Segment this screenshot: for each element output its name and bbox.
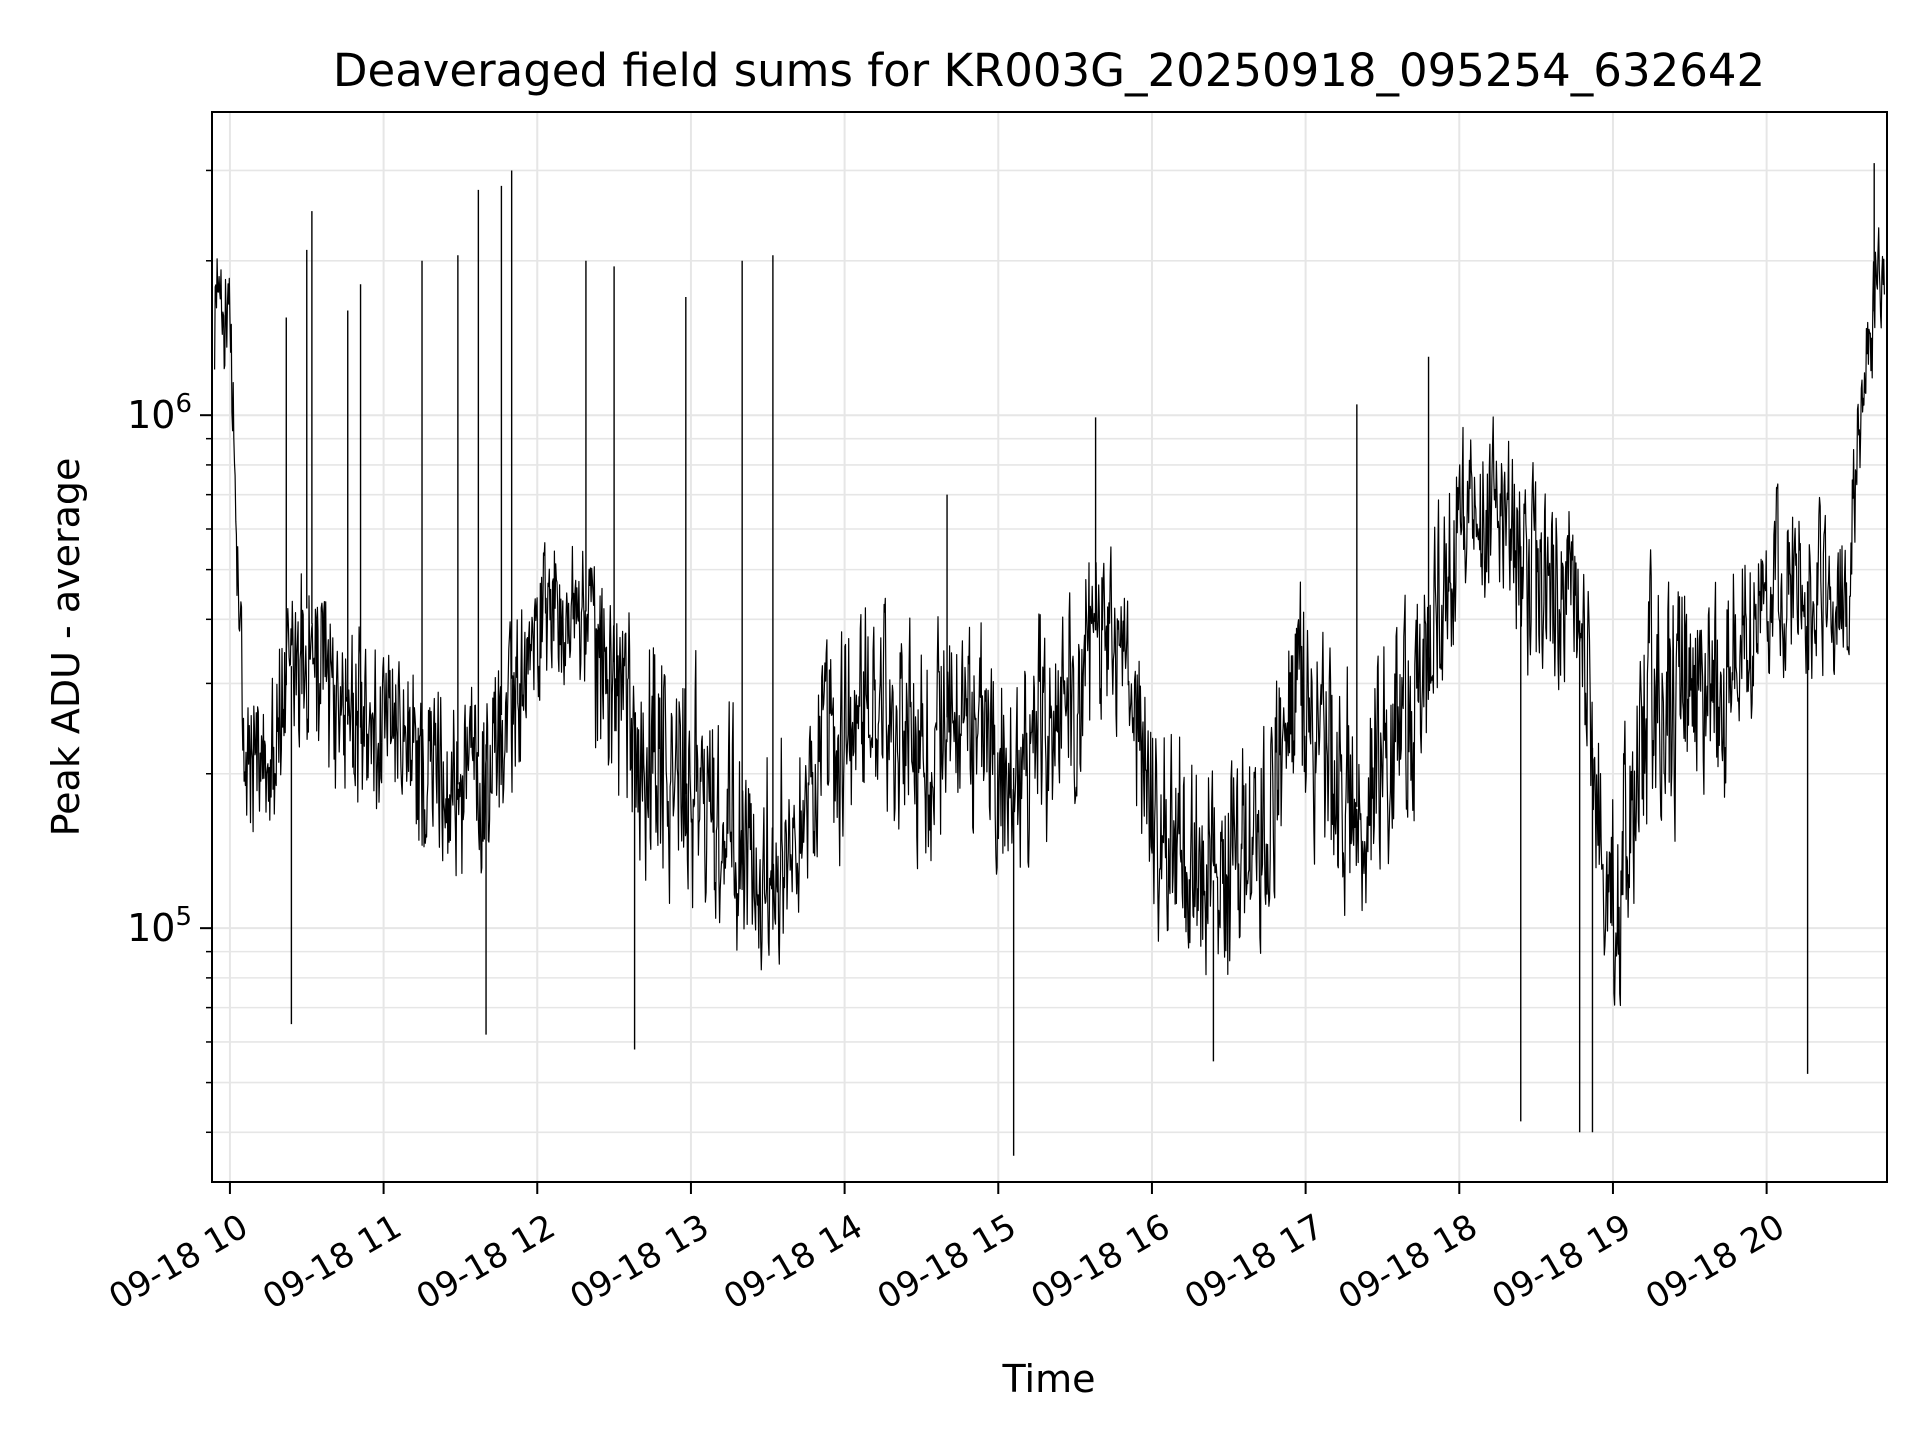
plot-frame xyxy=(211,111,1888,1183)
chart-title: Deaveraged field sums for KR003G_2025091… xyxy=(333,44,1765,97)
series-noise-path xyxy=(214,227,1885,1007)
grid-lines xyxy=(212,112,1887,1182)
x-axis-label: Time xyxy=(1002,1357,1096,1401)
y-tick-label: 106 xyxy=(127,389,192,437)
y-axis-label: Peak ADU - average xyxy=(44,458,88,837)
y-axis-ticks: 105 106 xyxy=(127,169,212,1134)
data-series-line xyxy=(214,163,1885,1156)
y-tick-label: 105 xyxy=(127,902,192,950)
